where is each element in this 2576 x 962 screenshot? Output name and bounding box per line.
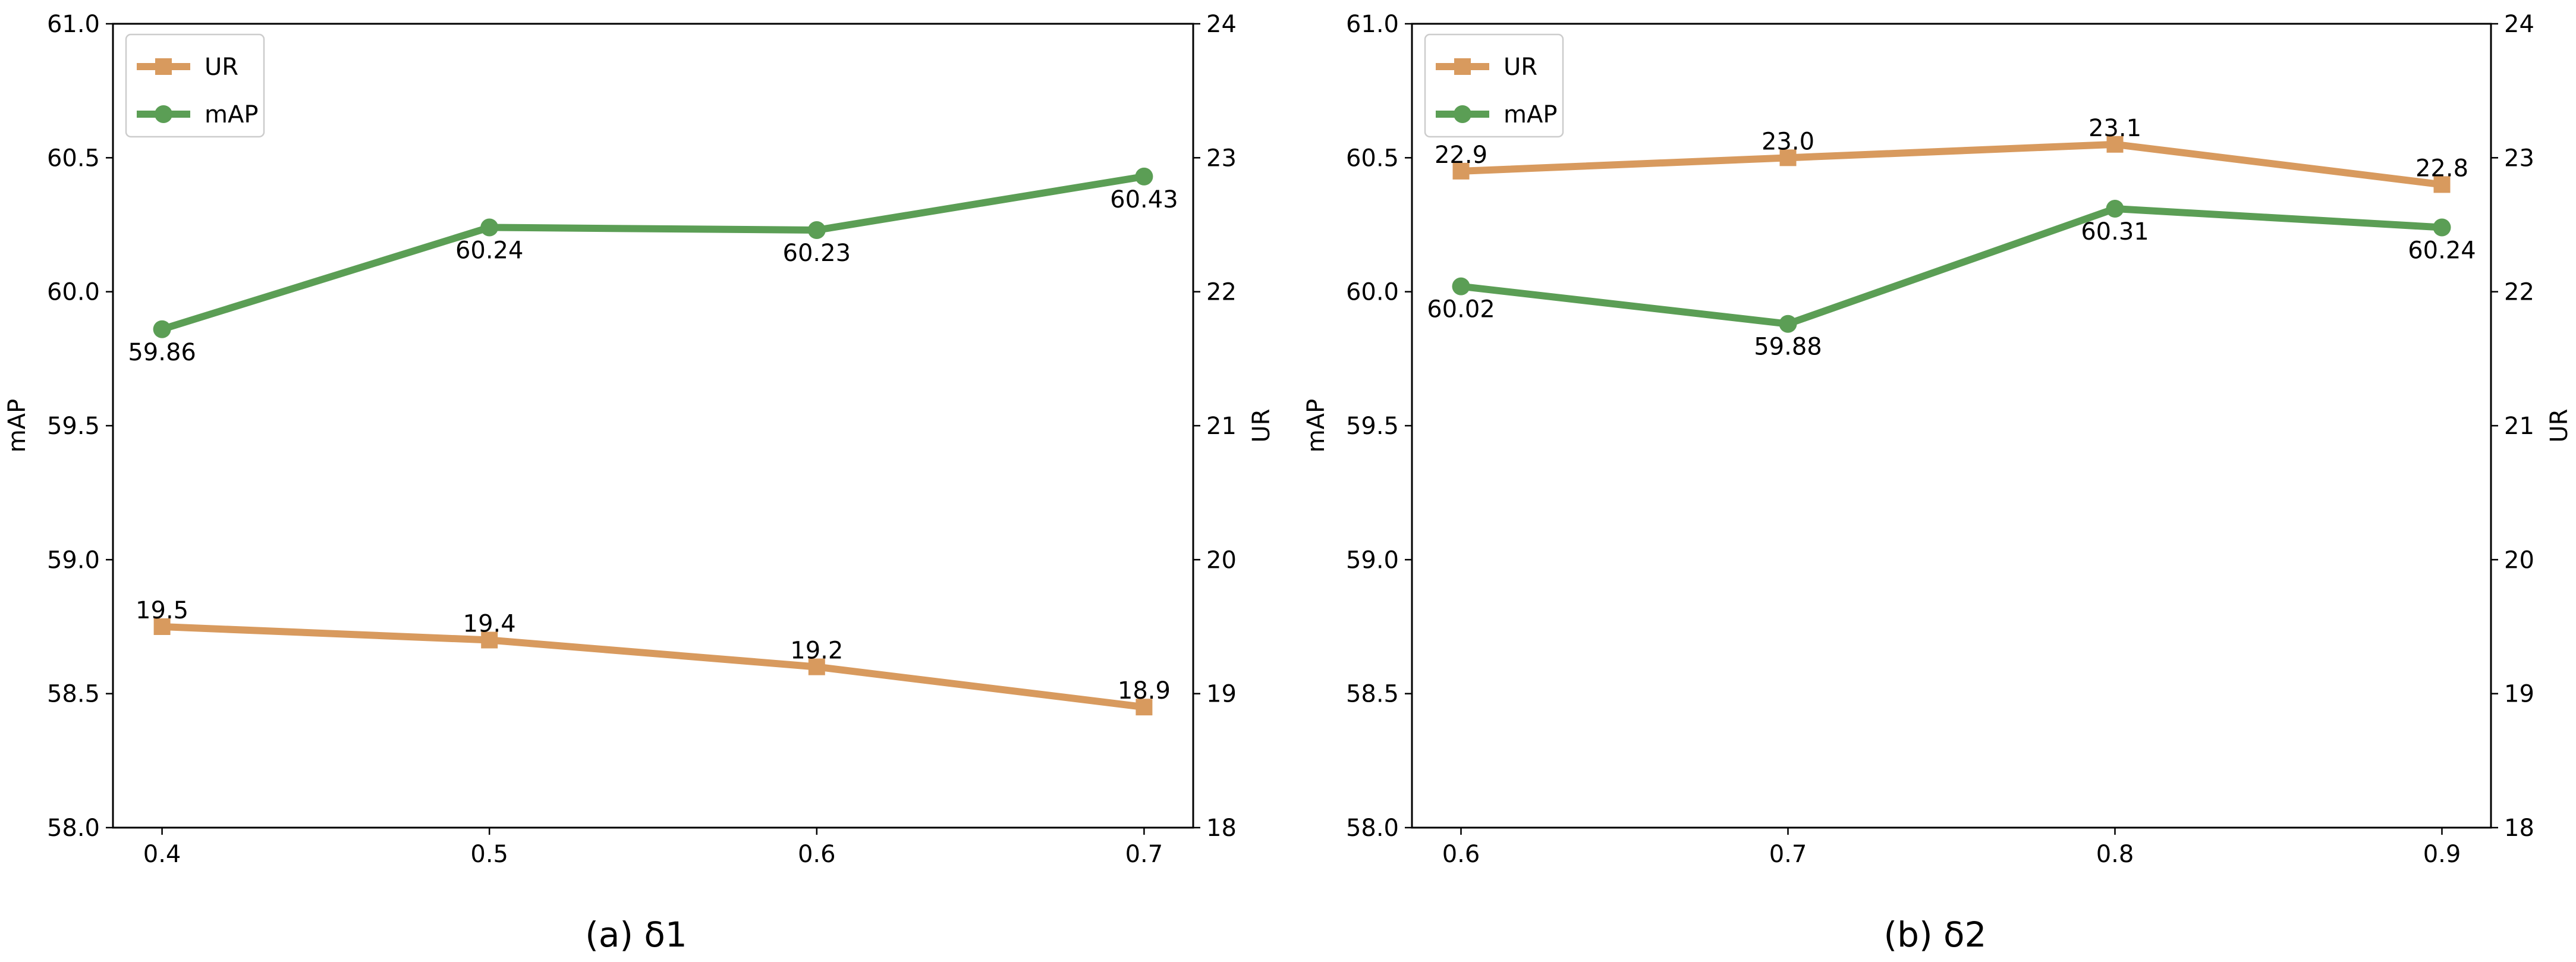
y-right-tick-label: 23 <box>1206 144 1237 172</box>
data-point-map <box>153 320 171 338</box>
y-right-tick-label: 20 <box>2504 546 2534 574</box>
plot-frame <box>112 23 1194 829</box>
y-right-tick-label: 20 <box>1206 546 1237 574</box>
y-right-axis-label: UR <box>1248 408 1275 442</box>
subfigure-caption: (b) δ2 <box>1884 914 1987 955</box>
x-tick-label: 0.4 <box>143 841 181 868</box>
x-tick-label: 0.7 <box>1125 841 1163 868</box>
data-label-ur: 19.5 <box>136 597 188 624</box>
data-label-ur: 19.4 <box>463 611 516 638</box>
x-tick-label: 0.9 <box>2423 841 2461 868</box>
data-label-ur: 23.1 <box>2089 115 2141 142</box>
legend-marker-ur <box>155 58 172 75</box>
y-right-tick-label: 22 <box>1206 279 1237 306</box>
data-label-map: 60.24 <box>455 237 524 265</box>
chart-panel-2: 0.6 0.7 0.8 0.9 58.0 58.5 59.0 59.5 60.0 60.5 61.0… <box>1303 11 2573 955</box>
legend: UR mAP <box>125 33 265 138</box>
data-point-ur <box>153 618 171 635</box>
y-left-tick-label: 59.5 <box>47 413 100 440</box>
legend-label-map: mAP <box>1504 101 1557 128</box>
y-left-tick-label: 60.0 <box>1346 279 1399 306</box>
x-tick-label: 0.6 <box>798 841 836 868</box>
y-left-tick-label: 59.0 <box>47 546 100 574</box>
y-right-tick-label: 24 <box>1206 11 1237 38</box>
data-point-ur <box>2106 136 2124 153</box>
data-label-map: 59.86 <box>128 339 196 366</box>
data-point-ur <box>1136 699 1153 716</box>
data-label-map: 60.31 <box>2081 218 2149 246</box>
y-right-tick-label: 21 <box>1206 413 1237 440</box>
subfigure-caption: (a) δ1 <box>585 914 687 955</box>
y-left-axis-label: mAP <box>1303 399 1330 452</box>
y-left-tick-label: 58.5 <box>47 681 100 708</box>
y-right-tick-label: 23 <box>2504 144 2534 172</box>
data-point-map <box>807 221 826 240</box>
data-point-map <box>2106 199 2124 218</box>
legend-marker-map <box>1454 105 1471 123</box>
data-label-ur: 19.2 <box>790 637 843 665</box>
legend-label-ur: UR <box>1504 54 1537 81</box>
x-tick-label: 0.5 <box>470 841 508 868</box>
data-label-ur: 22.8 <box>2415 155 2468 182</box>
y-right-tick-label: 18 <box>1206 815 1237 842</box>
data-point-ur <box>1452 162 1470 180</box>
x-tick-label: 0.7 <box>1769 841 1807 868</box>
y-left-tick-label: 59.0 <box>1346 546 1399 574</box>
data-point-ur <box>2433 176 2451 193</box>
data-point-ur <box>1779 149 1797 166</box>
data-point-map <box>1135 167 1153 186</box>
y-left-tick-label: 58.5 <box>1346 681 1399 708</box>
y-right-tick-label: 21 <box>2504 413 2534 440</box>
x-tick-label: 0.8 <box>2096 841 2134 868</box>
y-right-tick-label: 19 <box>2504 681 2534 708</box>
x-tick-label: 0.6 <box>1442 841 1480 868</box>
data-label-map: 60.43 <box>1110 186 1178 213</box>
y-left-tick-label: 60.5 <box>1346 144 1399 172</box>
series-ur: 22.9 23.0 23.1 22.8 <box>1435 115 2468 193</box>
y-left-tick-label: 58.0 <box>1346 815 1399 842</box>
y-left-tick-label: 61.0 <box>47 11 100 38</box>
data-label-ur: 22.9 <box>1435 142 1487 169</box>
y-right-tick-label: 22 <box>2504 279 2534 306</box>
data-label-map: 60.24 <box>2408 237 2476 265</box>
series-line-ur <box>1457 140 2446 188</box>
data-point-map <box>1779 315 1797 333</box>
y-left-tick-label: 60.5 <box>47 144 100 172</box>
y-left-tick-label: 59.5 <box>1346 413 1399 440</box>
y-right-tick-label: 19 <box>1206 681 1237 708</box>
data-label-ur: 18.9 <box>1118 677 1171 705</box>
series-map: 59.86 60.24 60.23 60.43 <box>128 167 1178 366</box>
chart-panel-1: 0.4 0.5 0.6 0.7 58.0 58.5 59.0 59.5 60.0 60.5 61.0… <box>4 11 1275 955</box>
data-label-map: 59.88 <box>1754 334 1822 361</box>
y-right-tick-label: 18 <box>2504 815 2534 842</box>
series-line-ur <box>158 623 1148 711</box>
series-map: 60.02 59.88 60.31 60.24 <box>1427 199 2476 361</box>
data-point-map <box>480 218 499 237</box>
data-label-map: 60.23 <box>783 240 851 267</box>
y-right-tick-label: 24 <box>2504 11 2534 38</box>
series-ur: 19.5 19.4 19.2 18.9 <box>136 597 1171 716</box>
data-point-map <box>1452 277 1470 295</box>
plot-frame <box>1411 23 2492 829</box>
y-left-axis-label: mAP <box>4 399 31 452</box>
data-point-map <box>2433 218 2451 237</box>
legend-marker-map <box>155 105 172 123</box>
series-line-map <box>1457 205 2446 328</box>
y-left-tick-label: 60.0 <box>47 279 100 306</box>
y-right-axis-label: UR <box>2546 408 2573 442</box>
y-left-tick-label: 58.0 <box>47 815 100 842</box>
data-point-ur <box>808 658 825 675</box>
legend: UR mAP <box>1424 33 1564 138</box>
series-line-map <box>158 172 1148 333</box>
legend-marker-ur <box>1454 58 1471 75</box>
y-left-tick-label: 61.0 <box>1346 11 1399 38</box>
data-label-map: 60.02 <box>1427 296 1495 323</box>
legend-label-map: mAP <box>205 101 258 128</box>
data-label-ur: 23.0 <box>1762 128 1814 155</box>
legend-label-ur: UR <box>205 54 238 81</box>
data-point-ur <box>481 631 498 649</box>
